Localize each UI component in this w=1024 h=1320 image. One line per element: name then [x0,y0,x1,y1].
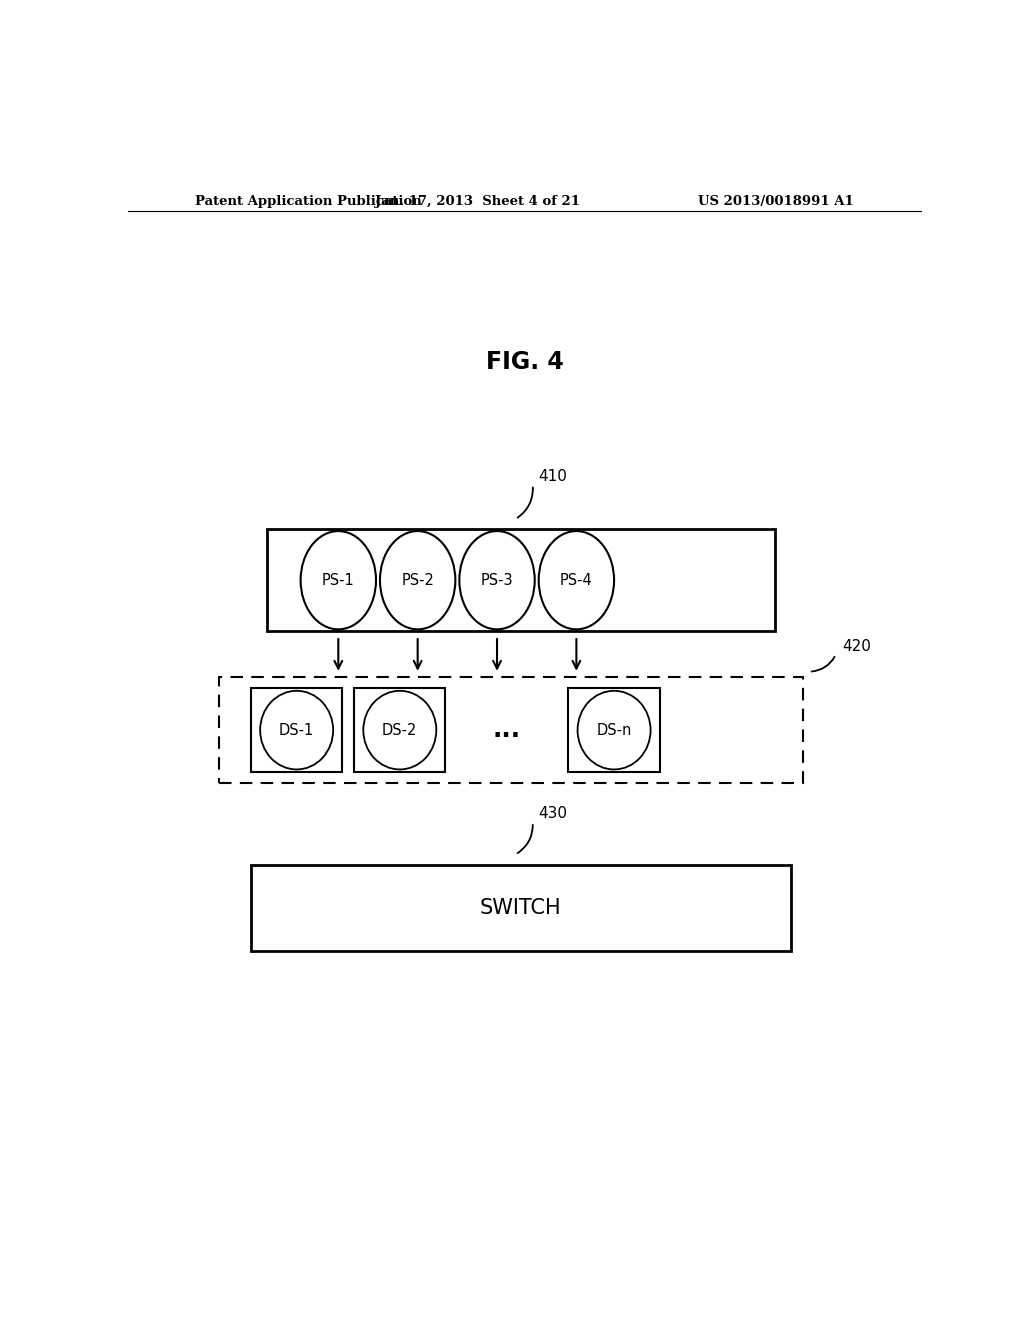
Ellipse shape [301,531,376,630]
Text: 420: 420 [842,639,871,653]
Bar [267,529,775,631]
Text: Jan. 17, 2013  Sheet 4 of 21: Jan. 17, 2013 Sheet 4 of 21 [375,195,580,209]
Text: US 2013/0018991 A1: US 2013/0018991 A1 [698,195,854,209]
Text: 410: 410 [539,469,567,484]
Ellipse shape [380,531,456,630]
Text: PS-3: PS-3 [480,573,513,587]
Text: ...: ... [493,718,521,742]
Ellipse shape [364,690,436,770]
Text: FIG. 4: FIG. 4 [486,350,563,374]
Bar [251,865,791,952]
Bar [568,689,659,772]
Bar [219,677,803,784]
Text: DS-n: DS-n [596,722,632,738]
Text: PS-4: PS-4 [560,573,593,587]
Text: 430: 430 [538,807,567,821]
Text: SWITCH: SWITCH [480,898,561,917]
Ellipse shape [460,531,535,630]
Bar [354,689,445,772]
Text: Patent Application Publication: Patent Application Publication [196,195,422,209]
Text: DS-1: DS-1 [279,722,314,738]
Text: PS-2: PS-2 [401,573,434,587]
Ellipse shape [539,531,614,630]
Text: DS-2: DS-2 [382,722,418,738]
Ellipse shape [260,690,333,770]
Bar [251,689,342,772]
Text: PS-1: PS-1 [322,573,354,587]
Ellipse shape [578,690,650,770]
